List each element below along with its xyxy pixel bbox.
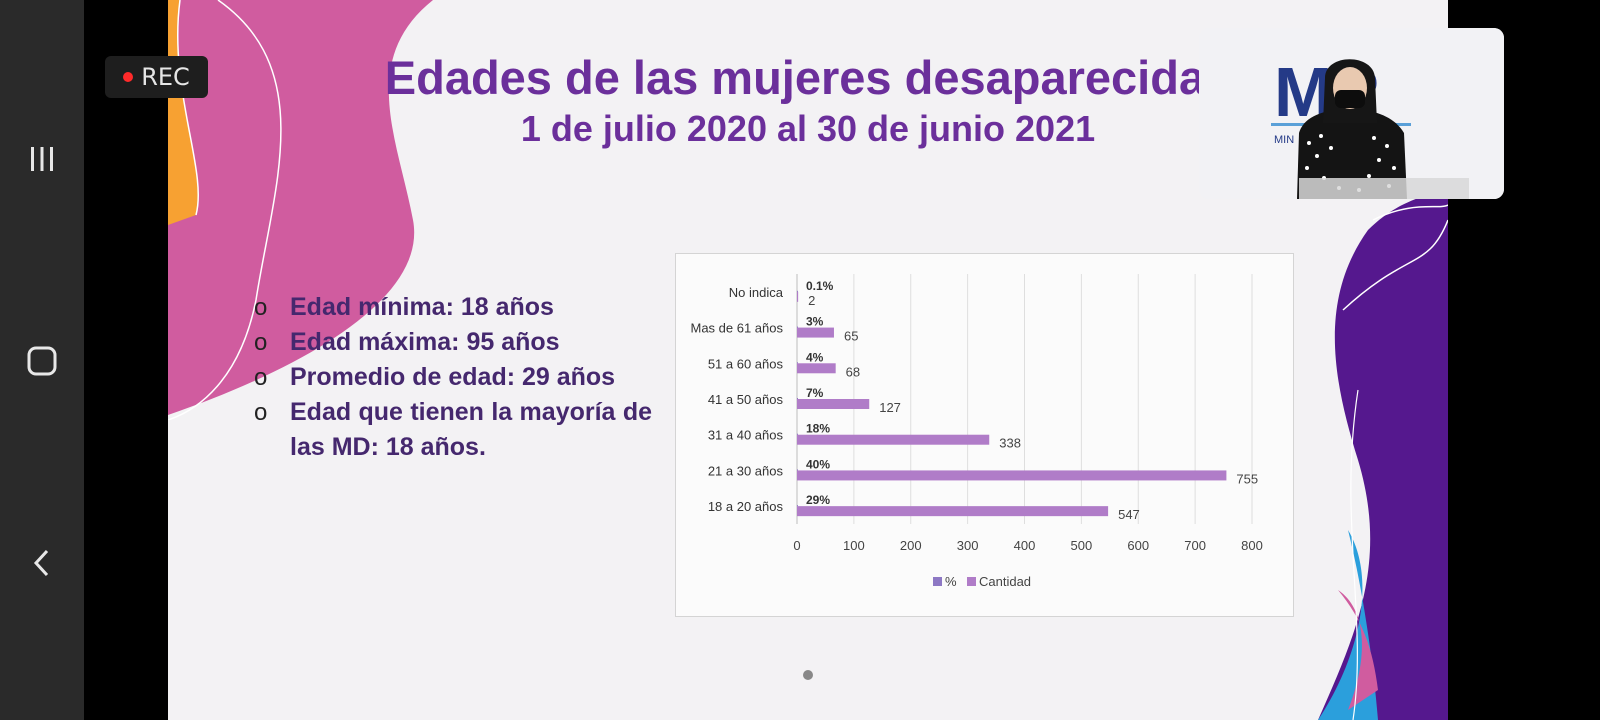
bullet-item: o Edad que tienen la mayoría de las MD: 1… <box>254 395 652 465</box>
bullet-item: o Edad mínima: 18 años <box>254 290 652 325</box>
age-bar-chart: 0 100 200 300 400 500 600 700 800 No indica 2 0.1% M… <box>675 253 1294 617</box>
bullet-text: Edad que tienen la mayoría de las MD: 18… <box>290 398 652 461</box>
percent-bar <box>797 398 798 399</box>
legend-percent-swatch <box>933 577 942 586</box>
x-tick-label: 700 <box>1184 538 1206 553</box>
camera-caption-text: MIN <box>1274 134 1294 146</box>
speaker-video-icon: MP MIN <box>1199 28 1504 199</box>
recents-icon[interactable] <box>17 134 67 184</box>
percent-bar <box>797 469 798 471</box>
cantidad-value-label: 127 <box>879 400 901 415</box>
letterbox-bar <box>84 0 168 720</box>
percent-value-label: 4% <box>806 350 824 364</box>
slide-subtitle: 1 de julio 2020 al 30 de junio 2021 <box>520 108 1096 149</box>
percent-bar <box>797 290 798 292</box>
cantidad-bar <box>797 506 1109 517</box>
legend-cantidad-label: Cantidad <box>979 574 1031 589</box>
percent-value-label: 0.1% <box>806 279 834 293</box>
category-label: 21 a 30 años <box>708 463 784 478</box>
percent-bar <box>797 433 798 435</box>
category-label: 31 a 40 años <box>708 428 784 443</box>
cantidad-value-label: 68 <box>846 364 860 379</box>
slide-title: Edades de las mujeres desaparecidas <box>384 51 1232 104</box>
cantidad-bar <box>797 434 990 445</box>
slide-indicator-dot <box>803 670 813 680</box>
category-label: 18 a 20 años <box>708 499 784 514</box>
percent-value-label: 40% <box>806 457 830 471</box>
cantidad-value-label: 547 <box>1118 507 1140 522</box>
video-overlay[interactable]: MP MIN <box>1199 28 1504 199</box>
cantidad-bar <box>797 363 836 374</box>
x-tick-label: 600 <box>1127 538 1149 553</box>
android-nav-bar <box>0 0 84 720</box>
legend-cantidad-swatch <box>967 577 976 586</box>
bullet-item: o Promedio de edad: 29 años <box>254 360 652 395</box>
rec-label: REC <box>141 63 190 91</box>
bullet-list: o Edad mínima: 18 años o Edad máxima: 95 a… <box>254 290 652 465</box>
bullet-marker-icon: o <box>254 294 268 321</box>
cantidad-bar <box>797 291 799 302</box>
category-label: Mas de 61 años <box>690 321 783 336</box>
bullet-text: Promedio de edad: 29 años <box>290 363 616 391</box>
back-icon[interactable] <box>17 538 67 588</box>
bullet-marker-icon: o <box>254 399 268 426</box>
percent-bar <box>797 326 798 328</box>
percent-value-label: 3% <box>806 315 824 329</box>
x-tick-label: 800 <box>1241 538 1263 553</box>
percent-value-label: 18% <box>806 422 830 436</box>
bullet-text: Edad máxima: 95 años <box>290 328 560 356</box>
x-tick-label: 200 <box>900 538 922 553</box>
x-tick-label: 400 <box>1014 538 1036 553</box>
decorative-shapes-right <box>1318 190 1448 720</box>
x-tick-label: 0 <box>793 538 800 553</box>
cantidad-bar <box>797 399 870 409</box>
chart-canvas: 0 100 200 300 400 500 600 700 800 No indica 20.1% M… <box>690 274 1263 589</box>
category-label: No indica <box>729 285 784 300</box>
percent-bar <box>797 362 798 364</box>
cantidad-value-label: 65 <box>844 329 858 344</box>
percent-value-label: 29% <box>806 493 830 507</box>
bullet-text: Edad mínima: 18 años <box>290 293 554 321</box>
x-tick-label: 100 <box>843 538 865 553</box>
bullet-marker-icon: o <box>254 364 268 391</box>
cantidad-bar <box>797 470 1227 481</box>
record-dot-icon <box>123 72 134 82</box>
home-icon[interactable] <box>17 336 67 386</box>
x-tick-label: 300 <box>957 538 979 553</box>
recording-indicator[interactable]: REC <box>105 56 208 98</box>
cantidad-value-label: 2 <box>808 293 815 308</box>
x-tick-label: 500 <box>1071 538 1093 553</box>
cantidad-value-label: 338 <box>999 436 1021 451</box>
cantidad-value-label: 755 <box>1236 471 1258 486</box>
bullet-marker-icon: o <box>254 329 268 356</box>
percent-value-label: 7% <box>806 386 824 400</box>
bullet-item: o Edad máxima: 95 años <box>254 325 652 360</box>
category-label: 41 a 50 años <box>708 392 784 407</box>
percent-bar <box>797 505 798 507</box>
cantidad-bar <box>797 327 834 338</box>
category-label: 51 a 60 años <box>708 356 784 371</box>
legend-percent-label: % <box>945 574 957 589</box>
